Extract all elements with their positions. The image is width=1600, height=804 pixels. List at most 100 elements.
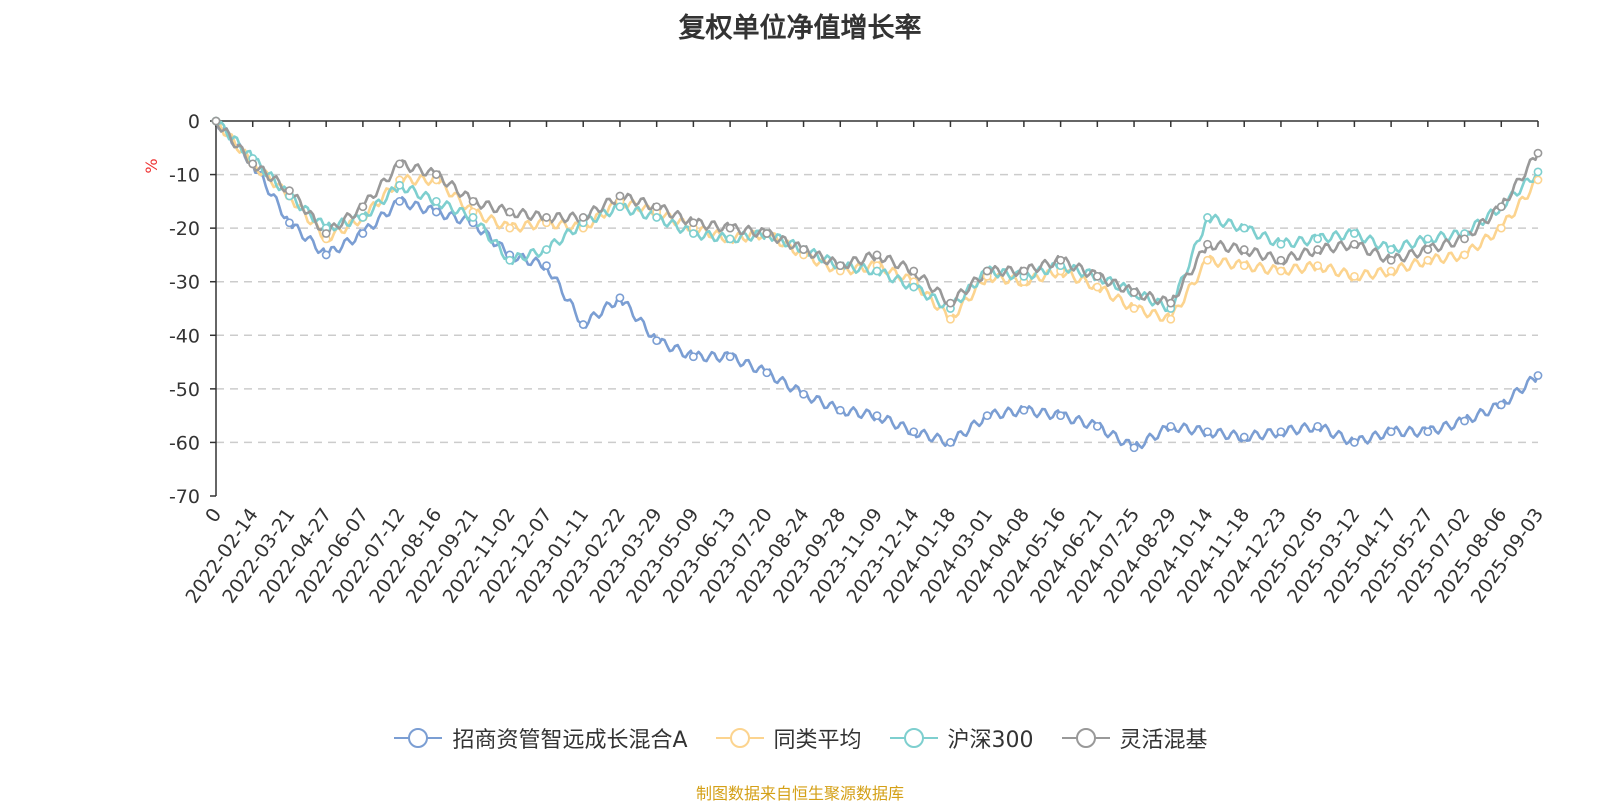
chart-title: 复权单位净值增长率	[678, 13, 922, 44]
legend: 招商资管智远成长混合A 同类平均 沪深300 灵活混基	[0, 722, 1600, 754]
data-point	[395, 196, 405, 206]
data-point	[285, 218, 294, 228]
data-point	[1313, 245, 1323, 254]
y-tick-label: -70	[169, 486, 200, 508]
data-point	[1460, 416, 1469, 426]
y-tick-label: -30	[169, 272, 200, 294]
data-point	[1166, 314, 1176, 324]
data-point	[1239, 432, 1249, 442]
y-tick-label: 0	[188, 111, 200, 133]
legend-label: 招商资管智远成长混合A	[452, 728, 688, 753]
data-point	[1092, 282, 1102, 292]
data-point	[909, 282, 919, 292]
x-tick-label: 0	[201, 504, 226, 527]
data-point	[762, 368, 772, 378]
data-point	[946, 314, 955, 324]
data-point	[1129, 443, 1139, 453]
legend-swatch-icon	[889, 728, 938, 748]
data-point	[1056, 255, 1066, 265]
data-point	[946, 298, 955, 308]
data-point	[1496, 400, 1506, 410]
legend-swatch-icon	[394, 728, 443, 748]
data-point	[872, 250, 882, 260]
y-axis-unit-label: %	[142, 158, 161, 173]
data-point	[1386, 245, 1396, 254]
data-point	[615, 293, 625, 303]
data-point	[1460, 250, 1469, 260]
data-point	[688, 229, 698, 238]
data-point	[1276, 266, 1286, 276]
data-point	[1276, 239, 1286, 249]
data-point	[982, 411, 992, 421]
data-point	[1423, 245, 1433, 254]
data-point	[1129, 288, 1139, 297]
legend-item[interactable]: 招商资管智远成长混合A	[392, 722, 688, 754]
y-tick-label: -50	[169, 379, 200, 401]
data-point	[1092, 421, 1102, 431]
data-point	[1313, 234, 1323, 244]
legend-swatch-icon	[715, 728, 764, 748]
data-point	[872, 266, 882, 276]
data-point	[211, 116, 221, 126]
data-point	[248, 159, 258, 169]
data-point	[395, 180, 405, 190]
data-point	[358, 202, 368, 212]
data-point	[1349, 438, 1359, 447]
data-point	[1239, 261, 1249, 271]
data-point	[578, 320, 588, 329]
data-point	[909, 266, 919, 276]
legend-item[interactable]: 沪深300	[888, 722, 1034, 754]
data-point	[468, 213, 478, 222]
data-point	[872, 411, 882, 421]
data-point	[652, 213, 662, 222]
legend-item[interactable]: 同类平均	[714, 722, 862, 754]
data-point	[468, 196, 478, 206]
data-point	[1349, 239, 1359, 249]
data-point	[542, 213, 551, 222]
data-point	[1019, 405, 1029, 415]
data-point	[1276, 255, 1286, 265]
legend-label: 同类平均	[773, 728, 862, 753]
data-point	[358, 213, 368, 222]
data-point	[946, 438, 955, 447]
data-point	[1203, 255, 1212, 265]
data-point	[542, 245, 551, 254]
data-point	[615, 202, 625, 212]
legend-item[interactable]: 灵活混基	[1060, 722, 1208, 754]
data-point	[1349, 229, 1359, 238]
data-point	[321, 229, 331, 238]
data-point	[1203, 427, 1212, 437]
data-point	[762, 229, 772, 238]
data-point	[799, 389, 808, 399]
y-tick-label: -20	[169, 218, 200, 240]
data-point	[431, 170, 441, 179]
data-point	[431, 196, 441, 206]
data-point	[1423, 427, 1433, 437]
data-point	[1386, 427, 1396, 437]
data-point	[321, 250, 331, 260]
data-point	[1533, 371, 1543, 380]
data-point	[1423, 255, 1433, 265]
y-tick-label: -60	[169, 432, 200, 454]
data-point	[1460, 234, 1469, 244]
data-point	[505, 223, 515, 233]
data-point	[1386, 266, 1396, 276]
axes: 0-10-20-30-40-50-60-7002022-02-142022-03…	[169, 111, 1548, 607]
data-point	[1313, 421, 1323, 431]
data-point	[1166, 298, 1176, 308]
data-point	[1129, 304, 1139, 313]
legend-swatch-icon	[1061, 728, 1110, 748]
data-point	[688, 218, 698, 228]
data-point	[395, 159, 405, 169]
data-point	[652, 202, 662, 212]
data-point	[578, 213, 588, 222]
data-point	[1496, 223, 1506, 233]
data-point	[615, 191, 625, 201]
data-point	[1423, 234, 1433, 244]
legend-label: 灵活混基	[1119, 728, 1208, 753]
source-note: 制图数据来自恒生聚源数据库	[695, 784, 904, 803]
data-point	[505, 255, 515, 265]
data-point	[1239, 223, 1249, 233]
data-point	[652, 336, 662, 346]
data-point	[1533, 167, 1543, 177]
